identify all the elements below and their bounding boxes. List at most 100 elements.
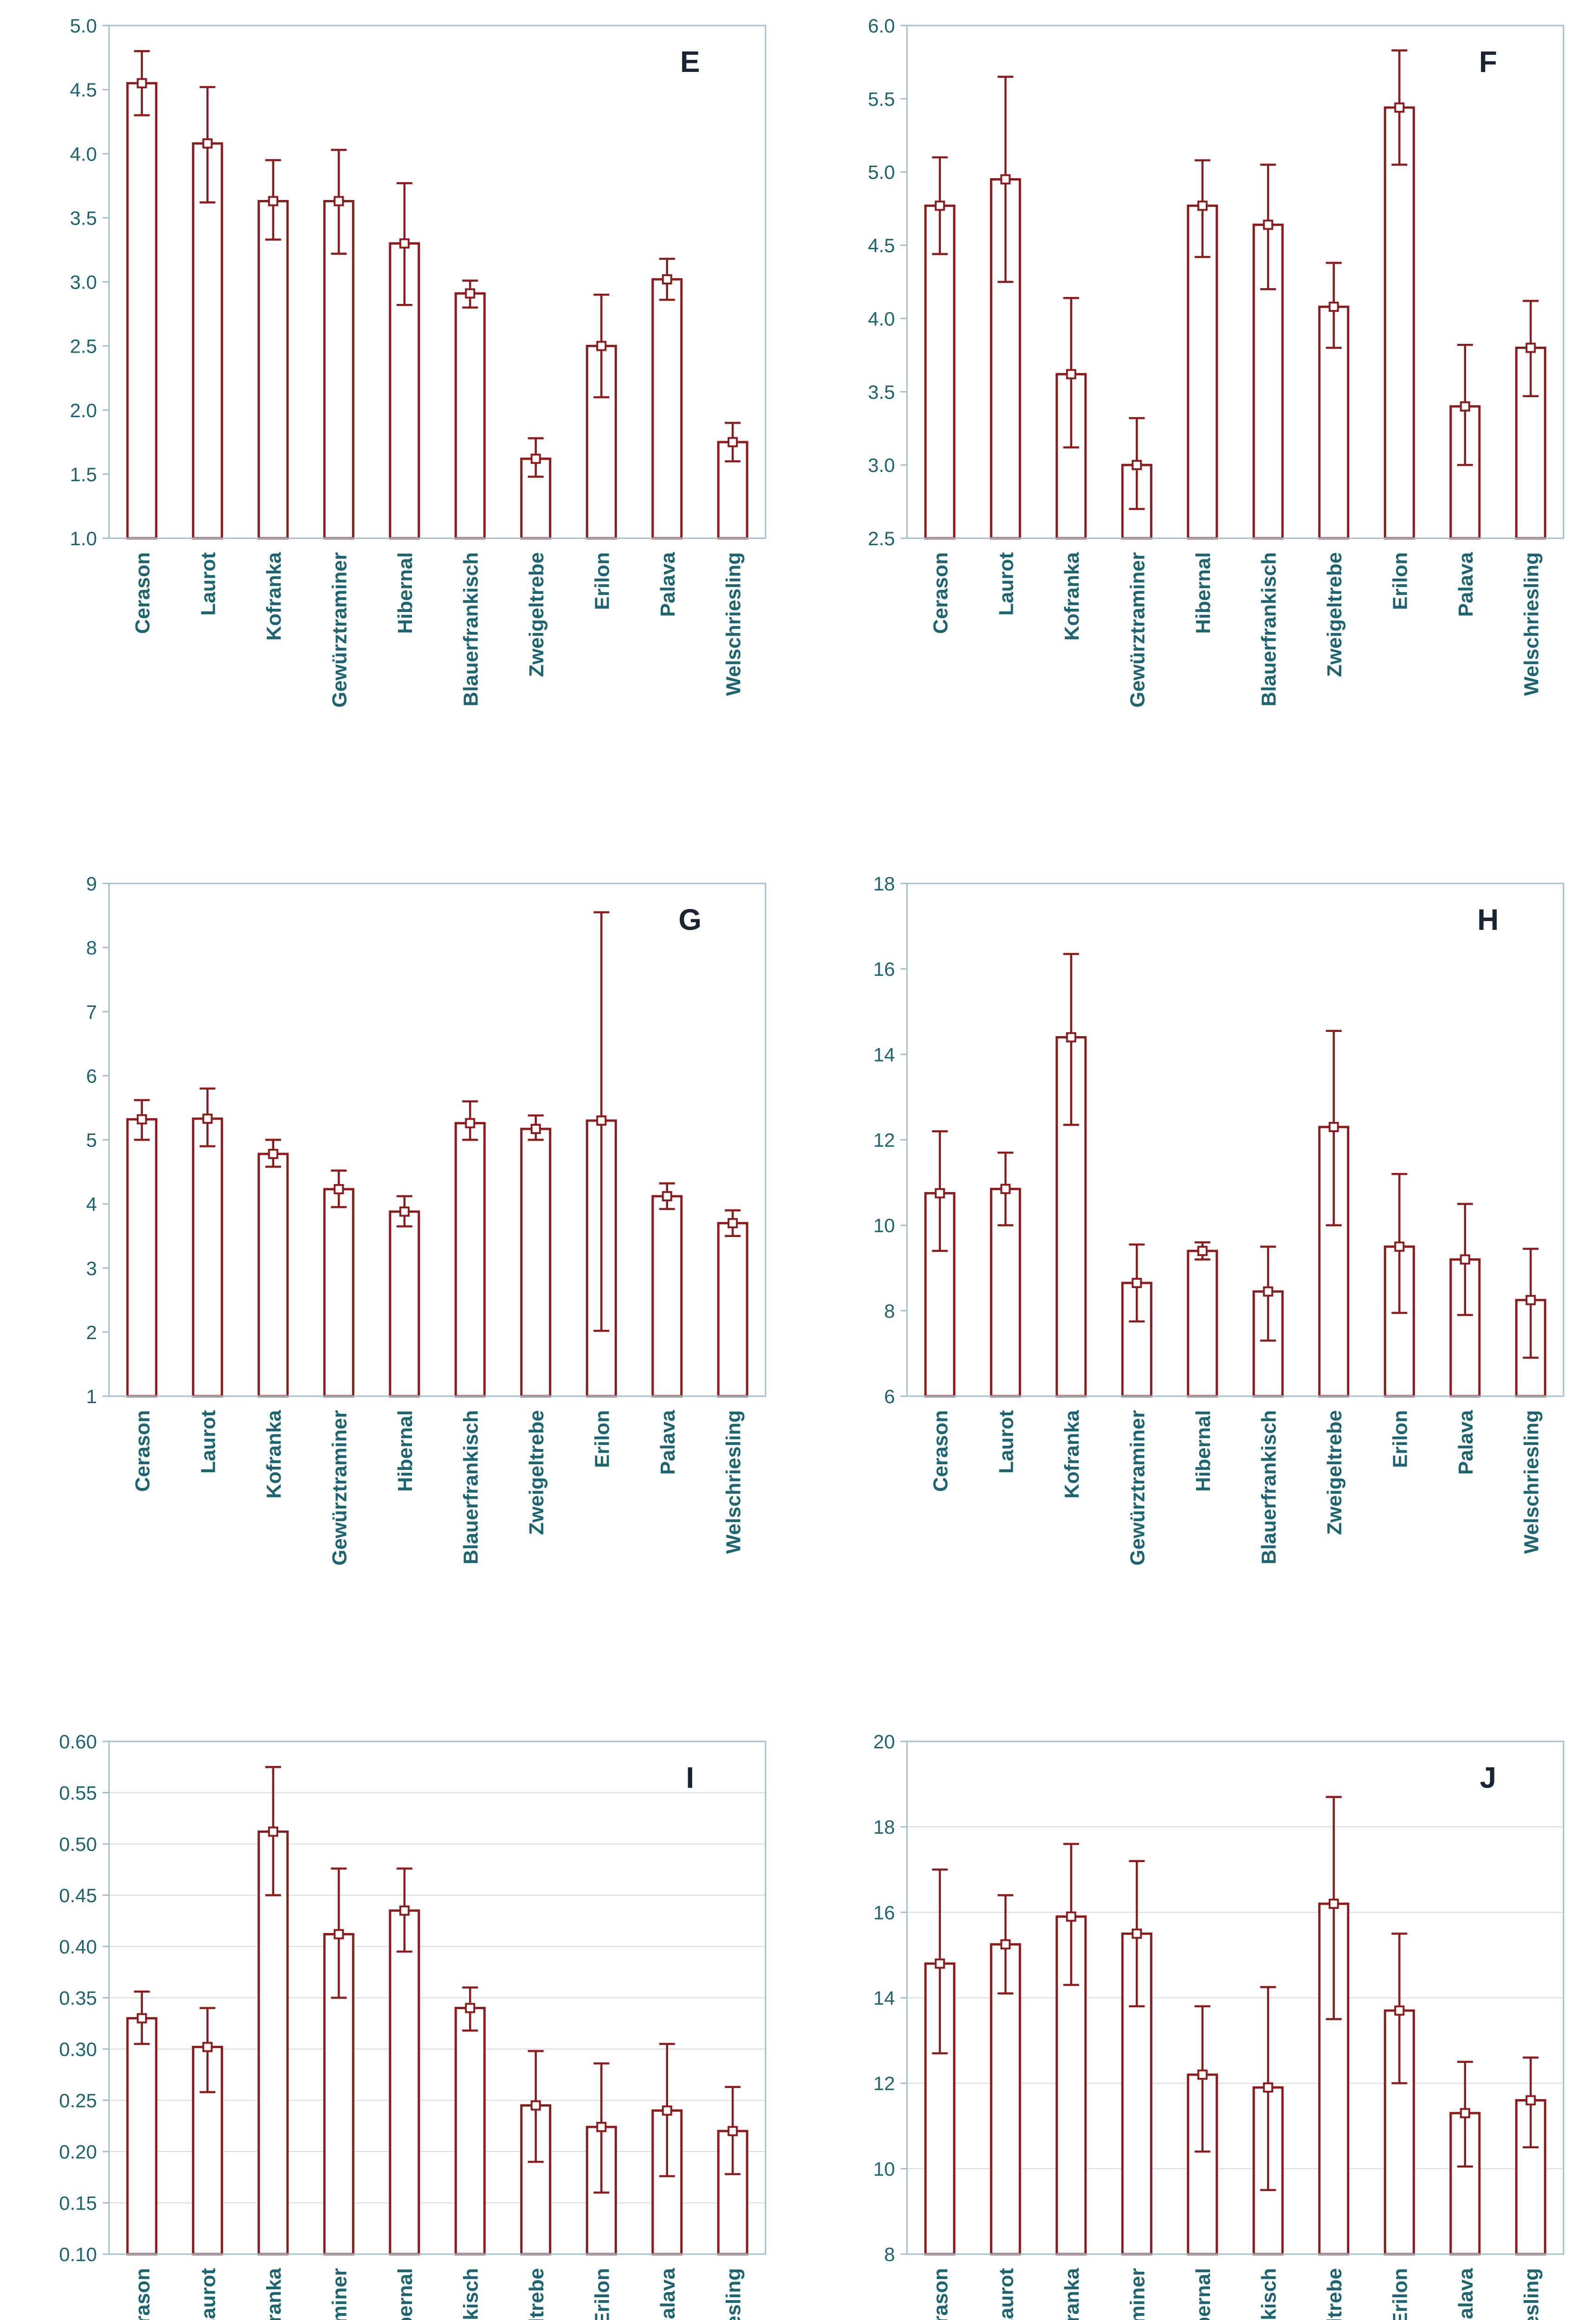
bar [454, 2007, 486, 2256]
y-tick-label: 0.15 [59, 2192, 97, 2214]
x-category-label: Blauerfrankisch [1257, 2268, 1280, 2320]
x-category-label: Welschriesling [722, 2268, 745, 2320]
mean-marker [136, 1114, 147, 1125]
mean-marker [1263, 219, 1274, 230]
mean-marker [1000, 1184, 1011, 1194]
x-category-label: Palava [1454, 1410, 1477, 1475]
x-category-label: Palava [1454, 2268, 1477, 2320]
x-category-label: Zweigeltrebe [1323, 552, 1346, 677]
x-category-label: Hibernal [1192, 2268, 1215, 2320]
y-tick-label: 12 [873, 1129, 895, 1151]
y-tick-label: 12 [873, 2073, 895, 2094]
bar [651, 1195, 683, 1398]
x-category-label: Cerason [929, 2268, 952, 2320]
y-tick-label: 5.5 [868, 88, 895, 110]
y-tick-label: 3.5 [70, 207, 97, 229]
bar [990, 1943, 1021, 2256]
x-category-label: Erilon [591, 2268, 613, 2320]
x-category-label: Gewürztraminer [328, 552, 351, 708]
x-category-label: Welschriesling [1520, 1410, 1543, 1554]
mean-marker [1263, 1286, 1274, 1297]
chart-panel-h: Cerason Laurot Kofranka Gewürztraminer Hiber… [798, 858, 1596, 1716]
x-category-label: Hibernal [394, 1410, 417, 1492]
x-category-label: Erilon [1389, 2268, 1411, 2320]
bar [717, 1222, 748, 1398]
bar [126, 2017, 158, 2256]
y-tick-label: 1.5 [70, 464, 97, 485]
x-category-label: Cerason [929, 1410, 952, 1492]
x-category-label: Blauerfrankisch [1257, 552, 1280, 707]
y-tick-label: 0.25 [59, 2090, 97, 2112]
x-category-label: Cerason [929, 552, 952, 634]
chart-panel-f: Cerason Laurot Kofranka Gewürztraminer Hiber… [798, 0, 1596, 858]
bar [651, 278, 683, 540]
bar [1187, 204, 1218, 540]
mean-marker [530, 453, 541, 464]
x-category-label: Welschriesling [722, 1410, 745, 1554]
mean-marker [399, 238, 410, 249]
x-category-label: Gewürztraminer [1126, 552, 1149, 708]
mean-marker [1394, 1241, 1405, 1252]
y-tick-label: 14 [873, 1987, 895, 2009]
bar [454, 1122, 486, 1398]
y-tick-label: 2.5 [70, 335, 97, 357]
mean-marker [1197, 1245, 1208, 1256]
bar [454, 292, 486, 540]
y-tick-label: 0.35 [59, 1987, 97, 2009]
mean-marker [1328, 1121, 1339, 1132]
bar [1384, 106, 1415, 540]
x-category-label: Erilon [1389, 552, 1411, 610]
x-category-label: Kofranka [1061, 2268, 1083, 2320]
bar [126, 82, 158, 540]
x-category-label: Kofranka [1061, 1410, 1083, 1498]
y-tick-label: 4.5 [868, 235, 895, 257]
bar [389, 1210, 420, 1398]
x-category-label: Welschriesling [1520, 2268, 1543, 2320]
x-category-label: Erilon [591, 1410, 613, 1468]
mean-marker [465, 288, 476, 299]
x-category-label: Blauerfrankisch [459, 552, 482, 707]
y-tick-label: 2 [86, 1321, 97, 1343]
mean-marker [1525, 1295, 1536, 1305]
y-tick-label: 8 [86, 937, 97, 959]
x-category-label: Erilon [591, 552, 613, 610]
y-tick-label: 5.0 [70, 15, 97, 37]
y-tick-label: 14 [873, 1044, 895, 1065]
mean-marker [1328, 302, 1339, 312]
y-tick-label: 4.0 [70, 143, 97, 165]
x-category-label: Laurot [197, 552, 219, 616]
chart-svg-j: Cerason Laurot Kofranka Gewürztraminer Hiber… [873, 1731, 1564, 2320]
panel-letter: I [686, 1761, 694, 1794]
x-category-label: Welschriesling [1520, 552, 1543, 696]
y-tick-label: 1.0 [70, 528, 97, 549]
mean-marker [727, 437, 738, 447]
mean-marker [1525, 342, 1536, 353]
x-category-label: Cerason [131, 1410, 154, 1492]
mean-marker [268, 1826, 278, 1837]
mean-marker [1197, 2069, 1208, 2080]
y-tick-label: 1 [86, 1386, 97, 1407]
mean-marker [136, 2013, 147, 2024]
bar [126, 1118, 158, 1398]
x-category-label: Erilon [1389, 1410, 1411, 1468]
mean-marker [1460, 401, 1470, 412]
mean-marker [596, 2121, 607, 2132]
y-tick-label: 0.10 [59, 2243, 97, 2265]
bar [389, 1909, 420, 2256]
mean-marker [202, 2042, 213, 2052]
x-category-label: Hibernal [1192, 1410, 1215, 1492]
mean-marker [1394, 2005, 1405, 2016]
y-tick-label: 0.55 [59, 1782, 97, 1804]
mean-marker [1066, 369, 1076, 380]
mean-marker [934, 1188, 945, 1199]
mean-marker [268, 1148, 278, 1159]
x-category-label: Kofranka [263, 2268, 285, 2320]
mean-marker [399, 1905, 410, 1916]
x-category-label: Palava [656, 2268, 679, 2320]
x-category-label: Zweigeltrebe [525, 2268, 548, 2320]
x-category-label: Laurot [995, 1410, 1017, 1474]
y-tick-label: 6 [86, 1065, 97, 1087]
chart-panel-g: Cerason Laurot Kofranka Gewürztraminer Hiber… [0, 858, 798, 1716]
x-category-label: Gewürztraminer [1126, 1410, 1149, 1566]
y-tick-label: 3.5 [868, 381, 895, 403]
